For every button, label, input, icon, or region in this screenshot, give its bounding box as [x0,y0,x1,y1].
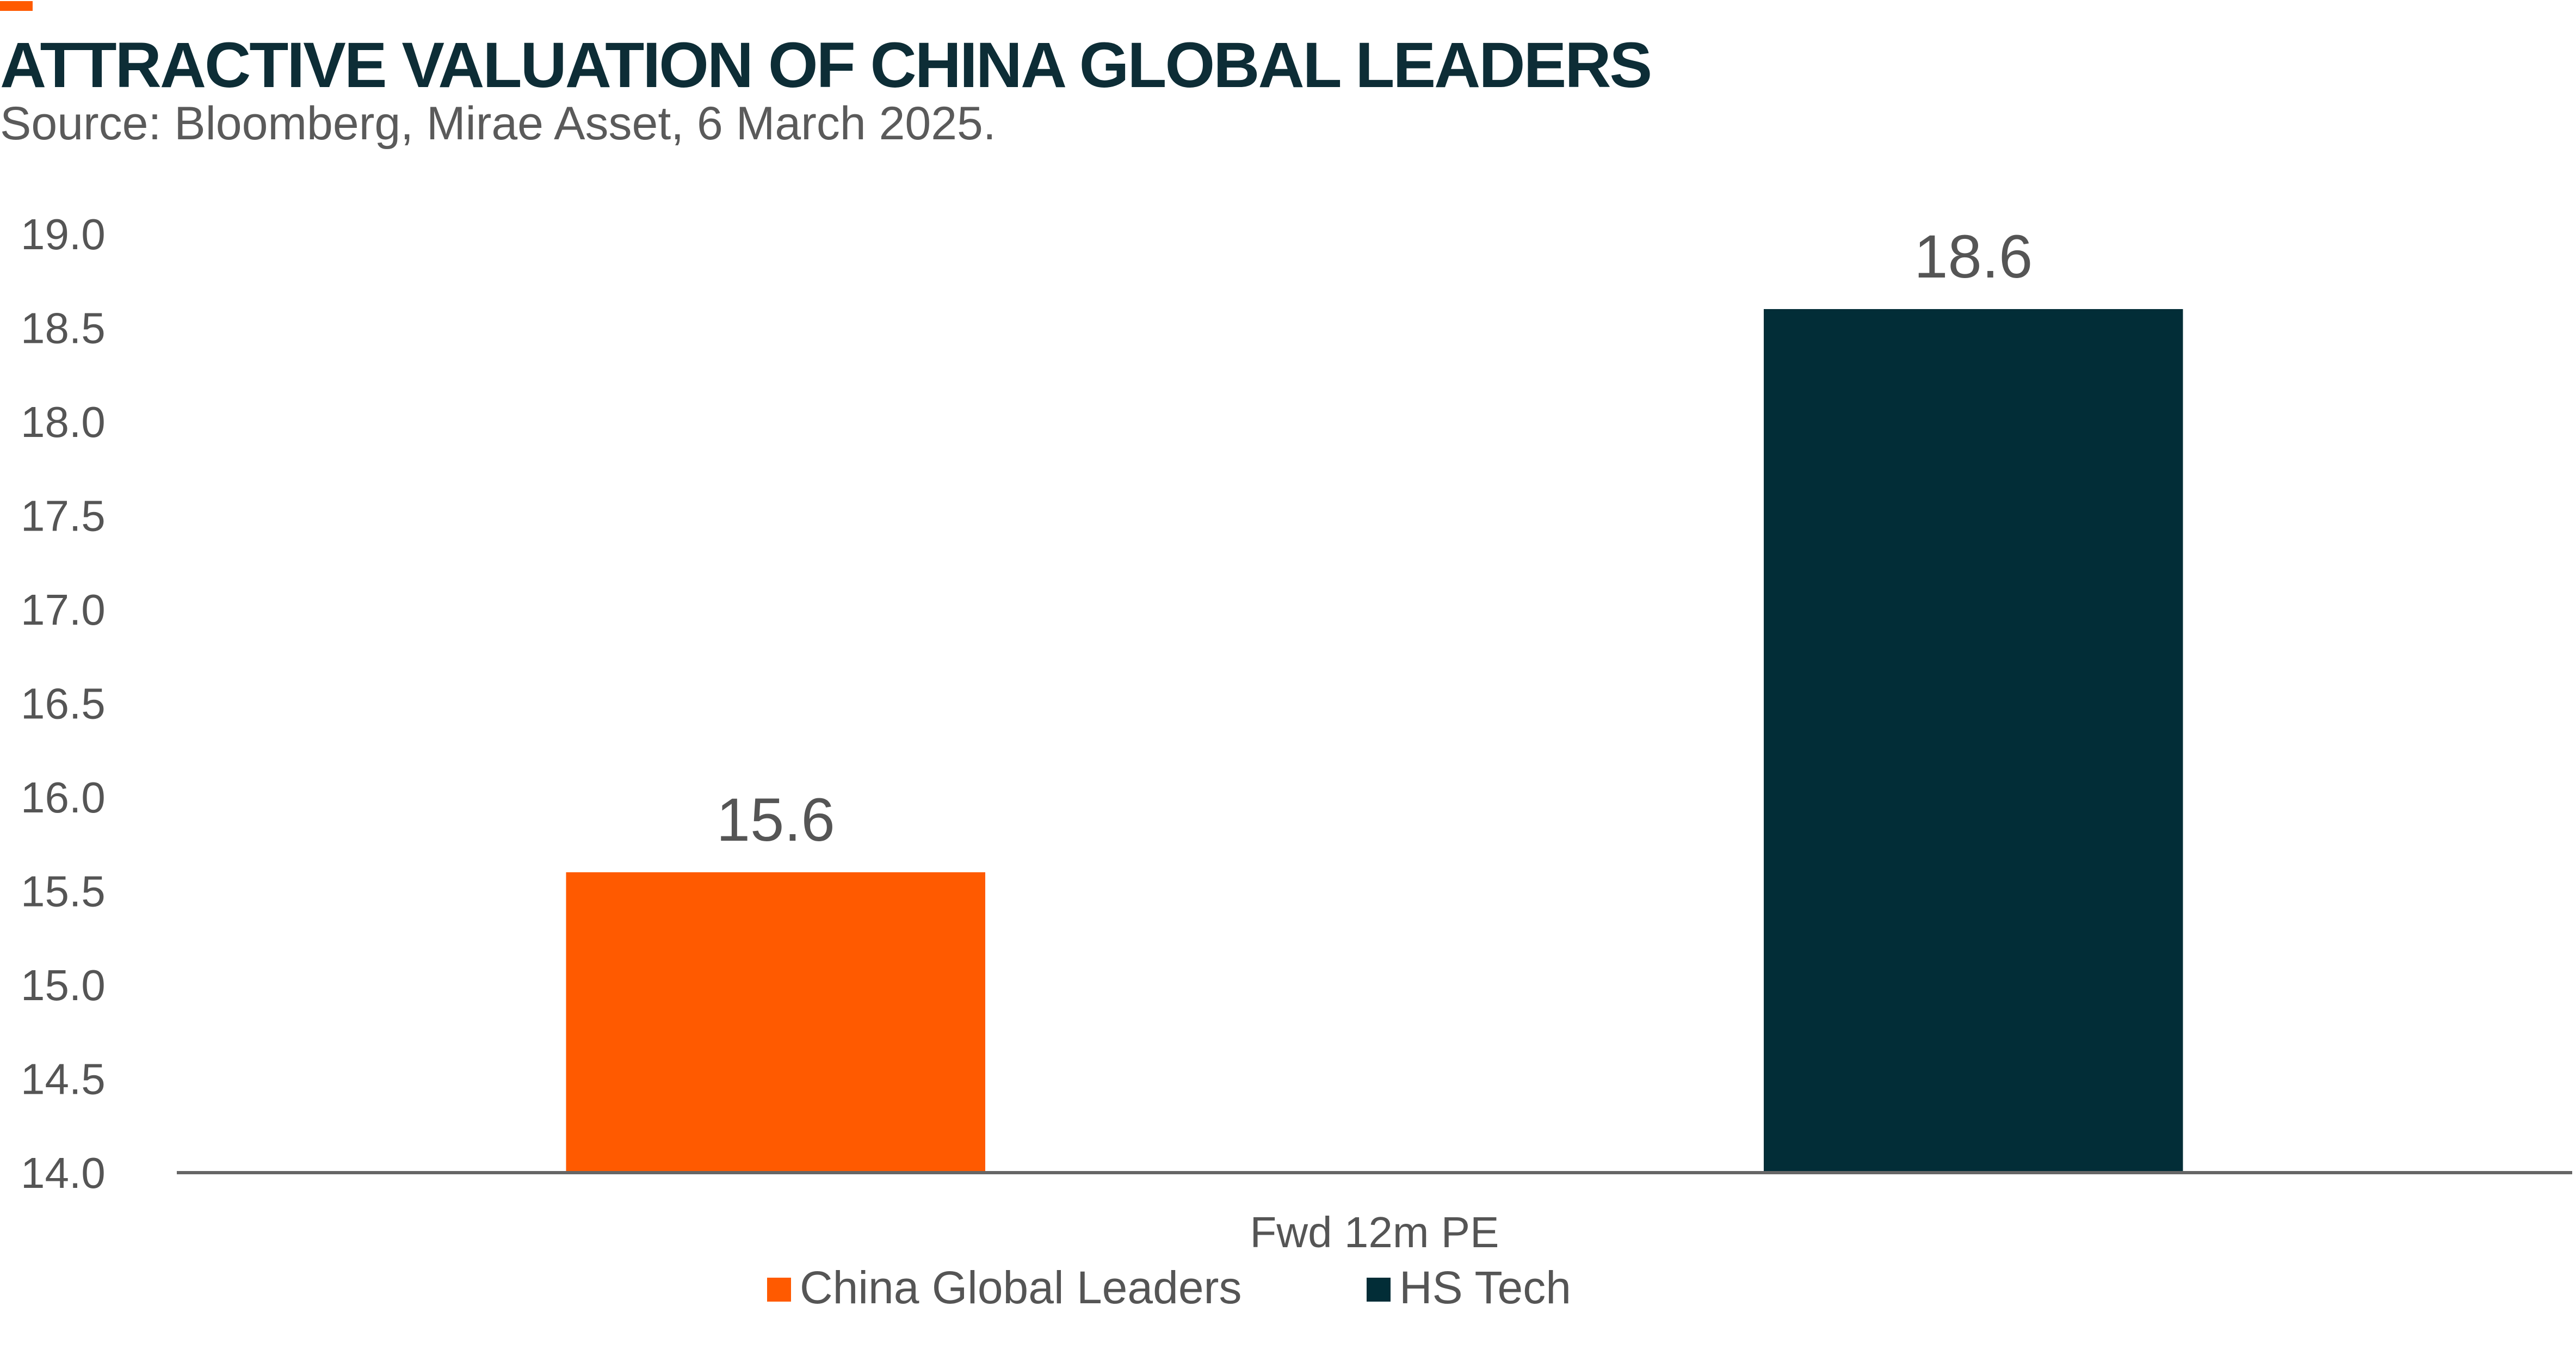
y-tick-label: 16.0 [21,773,106,822]
y-tick-label: 18.5 [21,304,106,353]
bars: 15.6 18.6 [566,223,2183,1173]
legend: China Global Leaders HS Tech [767,1262,1571,1313]
y-tick-label: 15.0 [21,961,106,1009]
data-label: 15.6 [716,786,835,854]
legend-swatch [1367,1278,1391,1302]
y-tick-label: 18.0 [21,398,106,446]
y-tick-label: 15.5 [21,867,106,916]
y-tick-label: 17.0 [21,586,106,634]
bar-hs-tech [1763,309,2183,1173]
y-axis-ticks: 14.0 14.5 15.0 15.5 16.0 16.5 17.0 17.5 18.0 18.5… [21,210,106,1197]
x-axis-labels: Fwd 12m PE [1250,1208,1499,1256]
y-tick-label: 14.0 [21,1149,106,1197]
bar-china-global-leaders [566,872,986,1173]
y-tick-label: 19.0 [21,210,106,258]
chart-subtitle: Source: Bloomberg, Mirae Asset, 6 March … [0,97,996,150]
legend-label: China Global Leaders [800,1262,1242,1313]
data-label: 18.6 [1914,223,2033,291]
accent-mark [0,1,33,11]
x-category-label: Fwd 12m PE [1250,1208,1499,1256]
legend-swatch [767,1278,791,1302]
chart-title: ATTRACTIVE VALUATION OF CHINA GLOBAL LEA… [0,29,1652,101]
y-tick-label: 14.5 [21,1055,106,1104]
legend-label: HS Tech [1399,1262,1571,1313]
y-tick-label: 17.5 [21,492,106,540]
y-tick-label: 16.5 [21,680,106,728]
